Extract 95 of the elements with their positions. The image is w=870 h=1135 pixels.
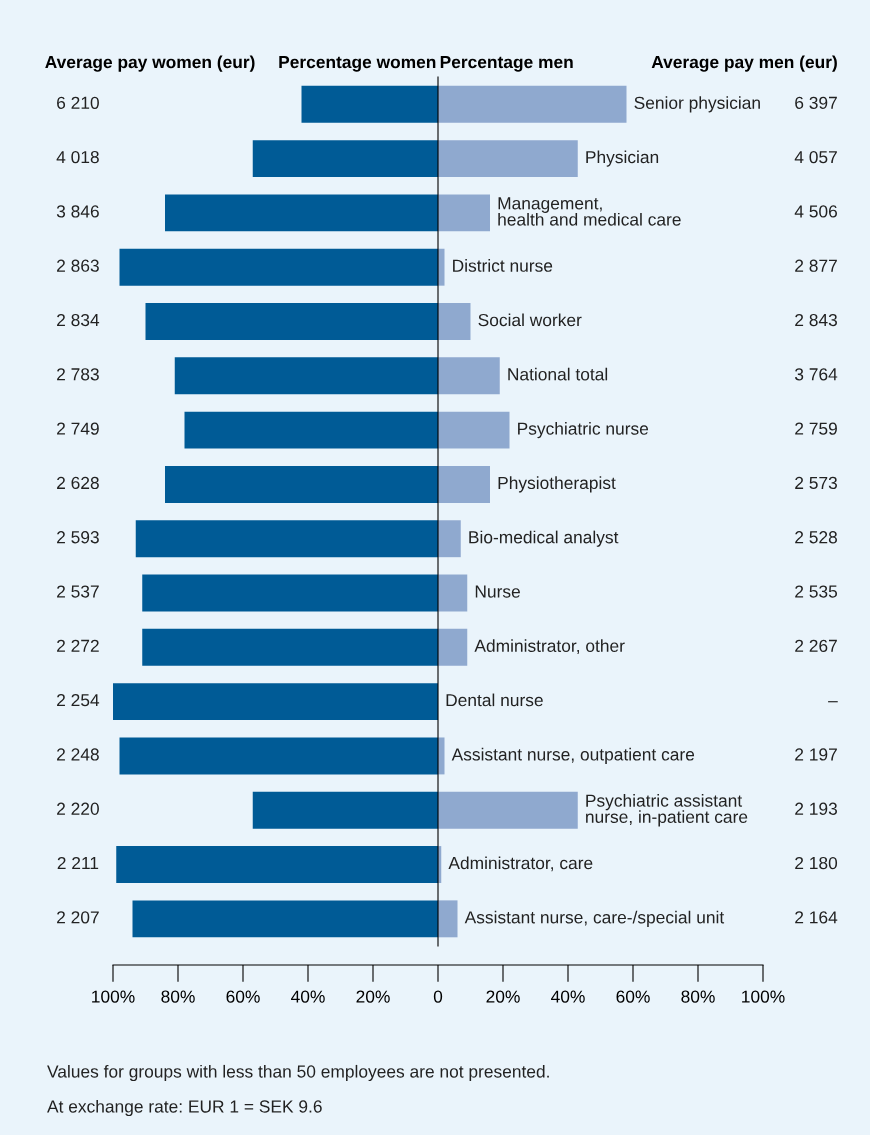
text: Values for groups with less than 50 employees are not presented.: [47, 1064, 549, 1082]
y-tick-label: Management, health and medical care: [498, 197, 681, 226]
text: Average pay women (eur): [45, 55, 255, 72]
text: 2 180: [795, 856, 838, 870]
text: 2 254: [57, 694, 100, 707]
text: 2 267: [795, 639, 837, 652]
text: 2 197: [795, 748, 837, 761]
bar: [165, 194, 438, 232]
text: 2 537: [57, 585, 99, 598]
bar: [184, 411, 438, 449]
x-tick-label: 80%: [161, 990, 195, 1003]
y-tick-label: Nurse: [475, 585, 520, 598]
bar: [252, 140, 438, 178]
bar: [145, 303, 438, 340]
y-tick-label: District nurse: [453, 259, 553, 272]
series-label: Percentage men: [440, 56, 573, 72]
x-tick-label: 40%: [551, 990, 585, 1003]
bar: [438, 574, 468, 612]
bar: [301, 85, 438, 123]
series-label: Percentage women: [279, 56, 436, 72]
text: 6 397: [795, 96, 837, 109]
y-tick-label: Senior physician: [634, 96, 760, 113]
bar: [174, 357, 438, 395]
text: 2 573: [795, 476, 837, 490]
text: 2 759: [795, 422, 837, 435]
y-tick-label: Physician: [586, 150, 659, 167]
y-tick-label: Administrator, care: [448, 856, 593, 872]
bar: [132, 900, 438, 938]
x-tick-label: 0: [433, 990, 443, 1003]
text: Average pay men (eur): [651, 55, 837, 72]
text: 2 272: [57, 639, 99, 652]
text: 2 834: [57, 313, 100, 327]
y-tick-label: Assistant nurse, care-/special unit: [464, 910, 725, 927]
x-tick-label: 80%: [681, 990, 715, 1003]
bar: [438, 140, 578, 178]
bar: [438, 791, 578, 829]
y-tick-label: Social worker: [478, 313, 582, 327]
bar: [119, 737, 438, 775]
bar: [438, 357, 500, 395]
y-tick-label: National total: [508, 367, 608, 381]
bar: [438, 248, 445, 286]
text: 2 628: [57, 476, 99, 490]
text: 3 846: [56, 205, 99, 218]
bar: [113, 683, 438, 721]
y-tick-label: Dental nurse: [446, 693, 543, 707]
y-tick-label: Physiotherapist: [498, 476, 616, 493]
bar: [438, 465, 490, 503]
y-tick-label: Psychiatric assistant nurse, in-patient care: [586, 794, 748, 827]
text: 2 220: [57, 802, 99, 815]
text: 2 593: [57, 531, 99, 544]
bar: [142, 574, 438, 612]
bar: [438, 628, 468, 666]
bar: [142, 628, 438, 666]
text: 2 528: [795, 531, 837, 544]
text: 3 764: [794, 368, 838, 381]
bar: [135, 520, 438, 558]
bar: [438, 520, 461, 558]
text: 4 057: [794, 150, 837, 164]
bar: [438, 900, 458, 938]
text: 6 210: [57, 96, 99, 109]
x-tick-label: 40%: [291, 990, 325, 1003]
text: 4 506: [794, 205, 837, 218]
text: 4 018: [56, 150, 99, 164]
y-tick-label: Administrator, other: [474, 639, 625, 655]
text: 2 877: [795, 259, 837, 272]
text: 2 863: [57, 259, 99, 272]
bar: [252, 791, 438, 829]
text: 2 843: [795, 313, 837, 327]
x-tick-label: 100%: [92, 990, 135, 1003]
bar: [119, 248, 438, 286]
bar: [438, 737, 445, 775]
x-tick-label: 60%: [226, 990, 260, 1003]
text: 2 783: [57, 368, 99, 381]
y-tick-label: Assistant nurse, outpatient care: [451, 747, 695, 765]
text: 2 193: [795, 802, 837, 815]
text: –: [828, 701, 838, 703]
x-tick-label: 20%: [486, 990, 520, 1003]
y-tick-label: Psychiatric nurse: [518, 422, 649, 439]
bar: [165, 465, 438, 503]
text: 2 535: [795, 585, 838, 598]
text: 2 248: [57, 748, 99, 761]
bar: [438, 303, 471, 340]
bar: [116, 846, 438, 883]
text: 2 207: [57, 911, 99, 924]
x-tick-label: 20%: [356, 990, 390, 1003]
text: At exchange rate: EUR 1 = SEK 9.6: [47, 1099, 322, 1117]
bar: [438, 411, 510, 449]
x-tick-label: 60%: [616, 990, 650, 1003]
x-tick-label: 100%: [742, 990, 785, 1003]
bar: [438, 194, 490, 232]
text: 2 749: [57, 422, 99, 435]
text: 2 211: [57, 856, 99, 870]
text: 2 164: [795, 911, 838, 924]
y-tick-label: Bio-medical analyst: [469, 530, 619, 547]
bar: [438, 85, 627, 123]
